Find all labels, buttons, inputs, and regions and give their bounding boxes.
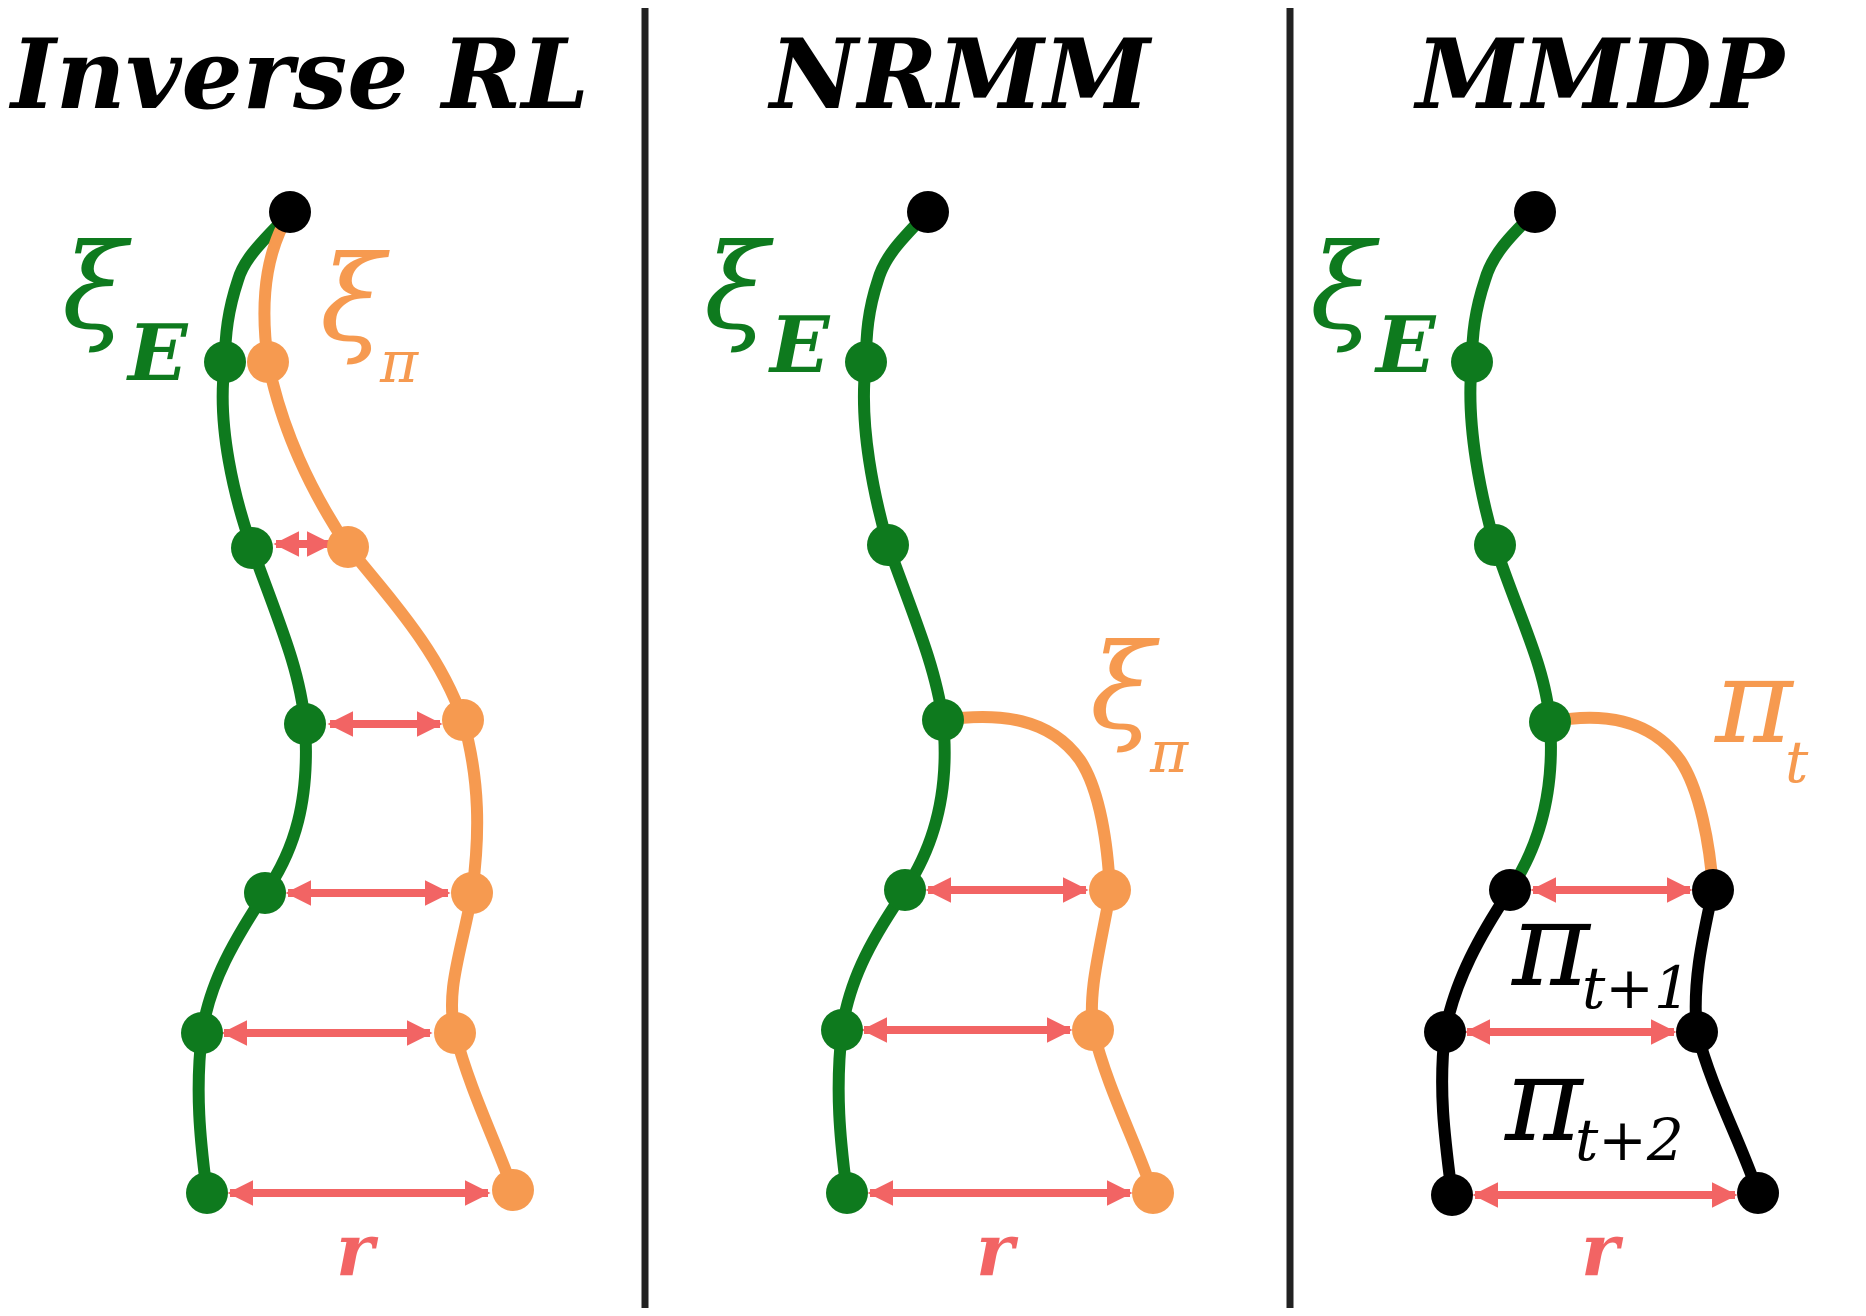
policy-node	[1089, 869, 1131, 911]
policy-label-subscript: π	[1149, 718, 1189, 786]
mmdp-node	[1489, 869, 1531, 911]
policy-label-symbol: ξ	[1090, 618, 1160, 756]
policy-node	[1132, 1172, 1174, 1214]
expert-node	[186, 1172, 228, 1214]
expert-node	[826, 1172, 868, 1214]
expert-node	[181, 1012, 223, 1054]
mmdp-node	[1676, 1011, 1718, 1053]
mmdp-node	[1692, 869, 1734, 911]
start-node	[1514, 191, 1556, 233]
policy-node	[442, 699, 484, 741]
panel-title-mmdp: MMDP	[1413, 18, 1787, 131]
expert-label-symbol: ξ	[62, 218, 132, 356]
expert-trajectory	[1464, 206, 1557, 896]
start-node	[269, 191, 311, 233]
expert-label-symbol: ξ	[1310, 218, 1380, 356]
policy-label-subscript: π	[379, 328, 419, 396]
policy-node	[1072, 1009, 1114, 1051]
start-node	[907, 191, 949, 233]
expert-node	[231, 527, 273, 569]
expert-node	[845, 341, 887, 383]
expert-node	[922, 699, 964, 741]
expert-label-symbol: ξ	[704, 218, 774, 356]
policy-label-t-subscript: t	[1785, 728, 1809, 796]
expert-node	[1474, 524, 1516, 566]
policy-node	[434, 1012, 476, 1054]
policy-node	[492, 1169, 534, 1211]
expert-node	[821, 1009, 863, 1051]
policy-node	[451, 872, 493, 914]
panel-mmdp: ξ E π t π t+1 π t+2 r	[1310, 191, 1809, 1292]
expert-node	[884, 869, 926, 911]
expert-label-subscript: E	[1374, 300, 1437, 391]
expert-node	[244, 872, 286, 914]
expert-label-subscript: E	[126, 308, 189, 399]
mmdp-node	[1424, 1011, 1466, 1053]
policy-node	[247, 341, 289, 383]
expert-node	[1529, 701, 1571, 743]
expert-node	[1451, 341, 1493, 383]
policy-node	[327, 526, 369, 568]
policy-label-t-symbol: π	[1713, 632, 1795, 770]
expert-node	[867, 524, 909, 566]
panel-inverse-rl: ξ E ξ π r	[62, 191, 534, 1292]
panel-title-inverse-rl: Inverse RL	[8, 18, 589, 131]
panel-nrmm: ξ E ξ π r	[704, 191, 1189, 1292]
policy-label-symbol: ξ	[320, 230, 390, 368]
panel-title-nrmm: NRMM	[767, 18, 1153, 131]
mmdp-node	[1737, 1172, 1779, 1214]
reward-label: r	[336, 1207, 379, 1292]
policy-label-t2-symbol: π	[1503, 1030, 1585, 1168]
policy-label-t1-subscript: t+1	[1582, 954, 1691, 1022]
policy-label-t2-subscript: t+2	[1575, 1106, 1684, 1174]
expert-label-subscript: E	[768, 300, 831, 391]
expert-node	[284, 703, 326, 745]
reward-label: r	[1581, 1207, 1624, 1292]
expert-node	[204, 341, 246, 383]
policy-label-t1-symbol: π	[1510, 875, 1592, 1013]
mmdp-node	[1431, 1174, 1473, 1216]
reward-label: r	[976, 1207, 1019, 1292]
policy-trajectory	[937, 710, 1159, 1199]
policy-trajectory	[1544, 711, 1719, 896]
